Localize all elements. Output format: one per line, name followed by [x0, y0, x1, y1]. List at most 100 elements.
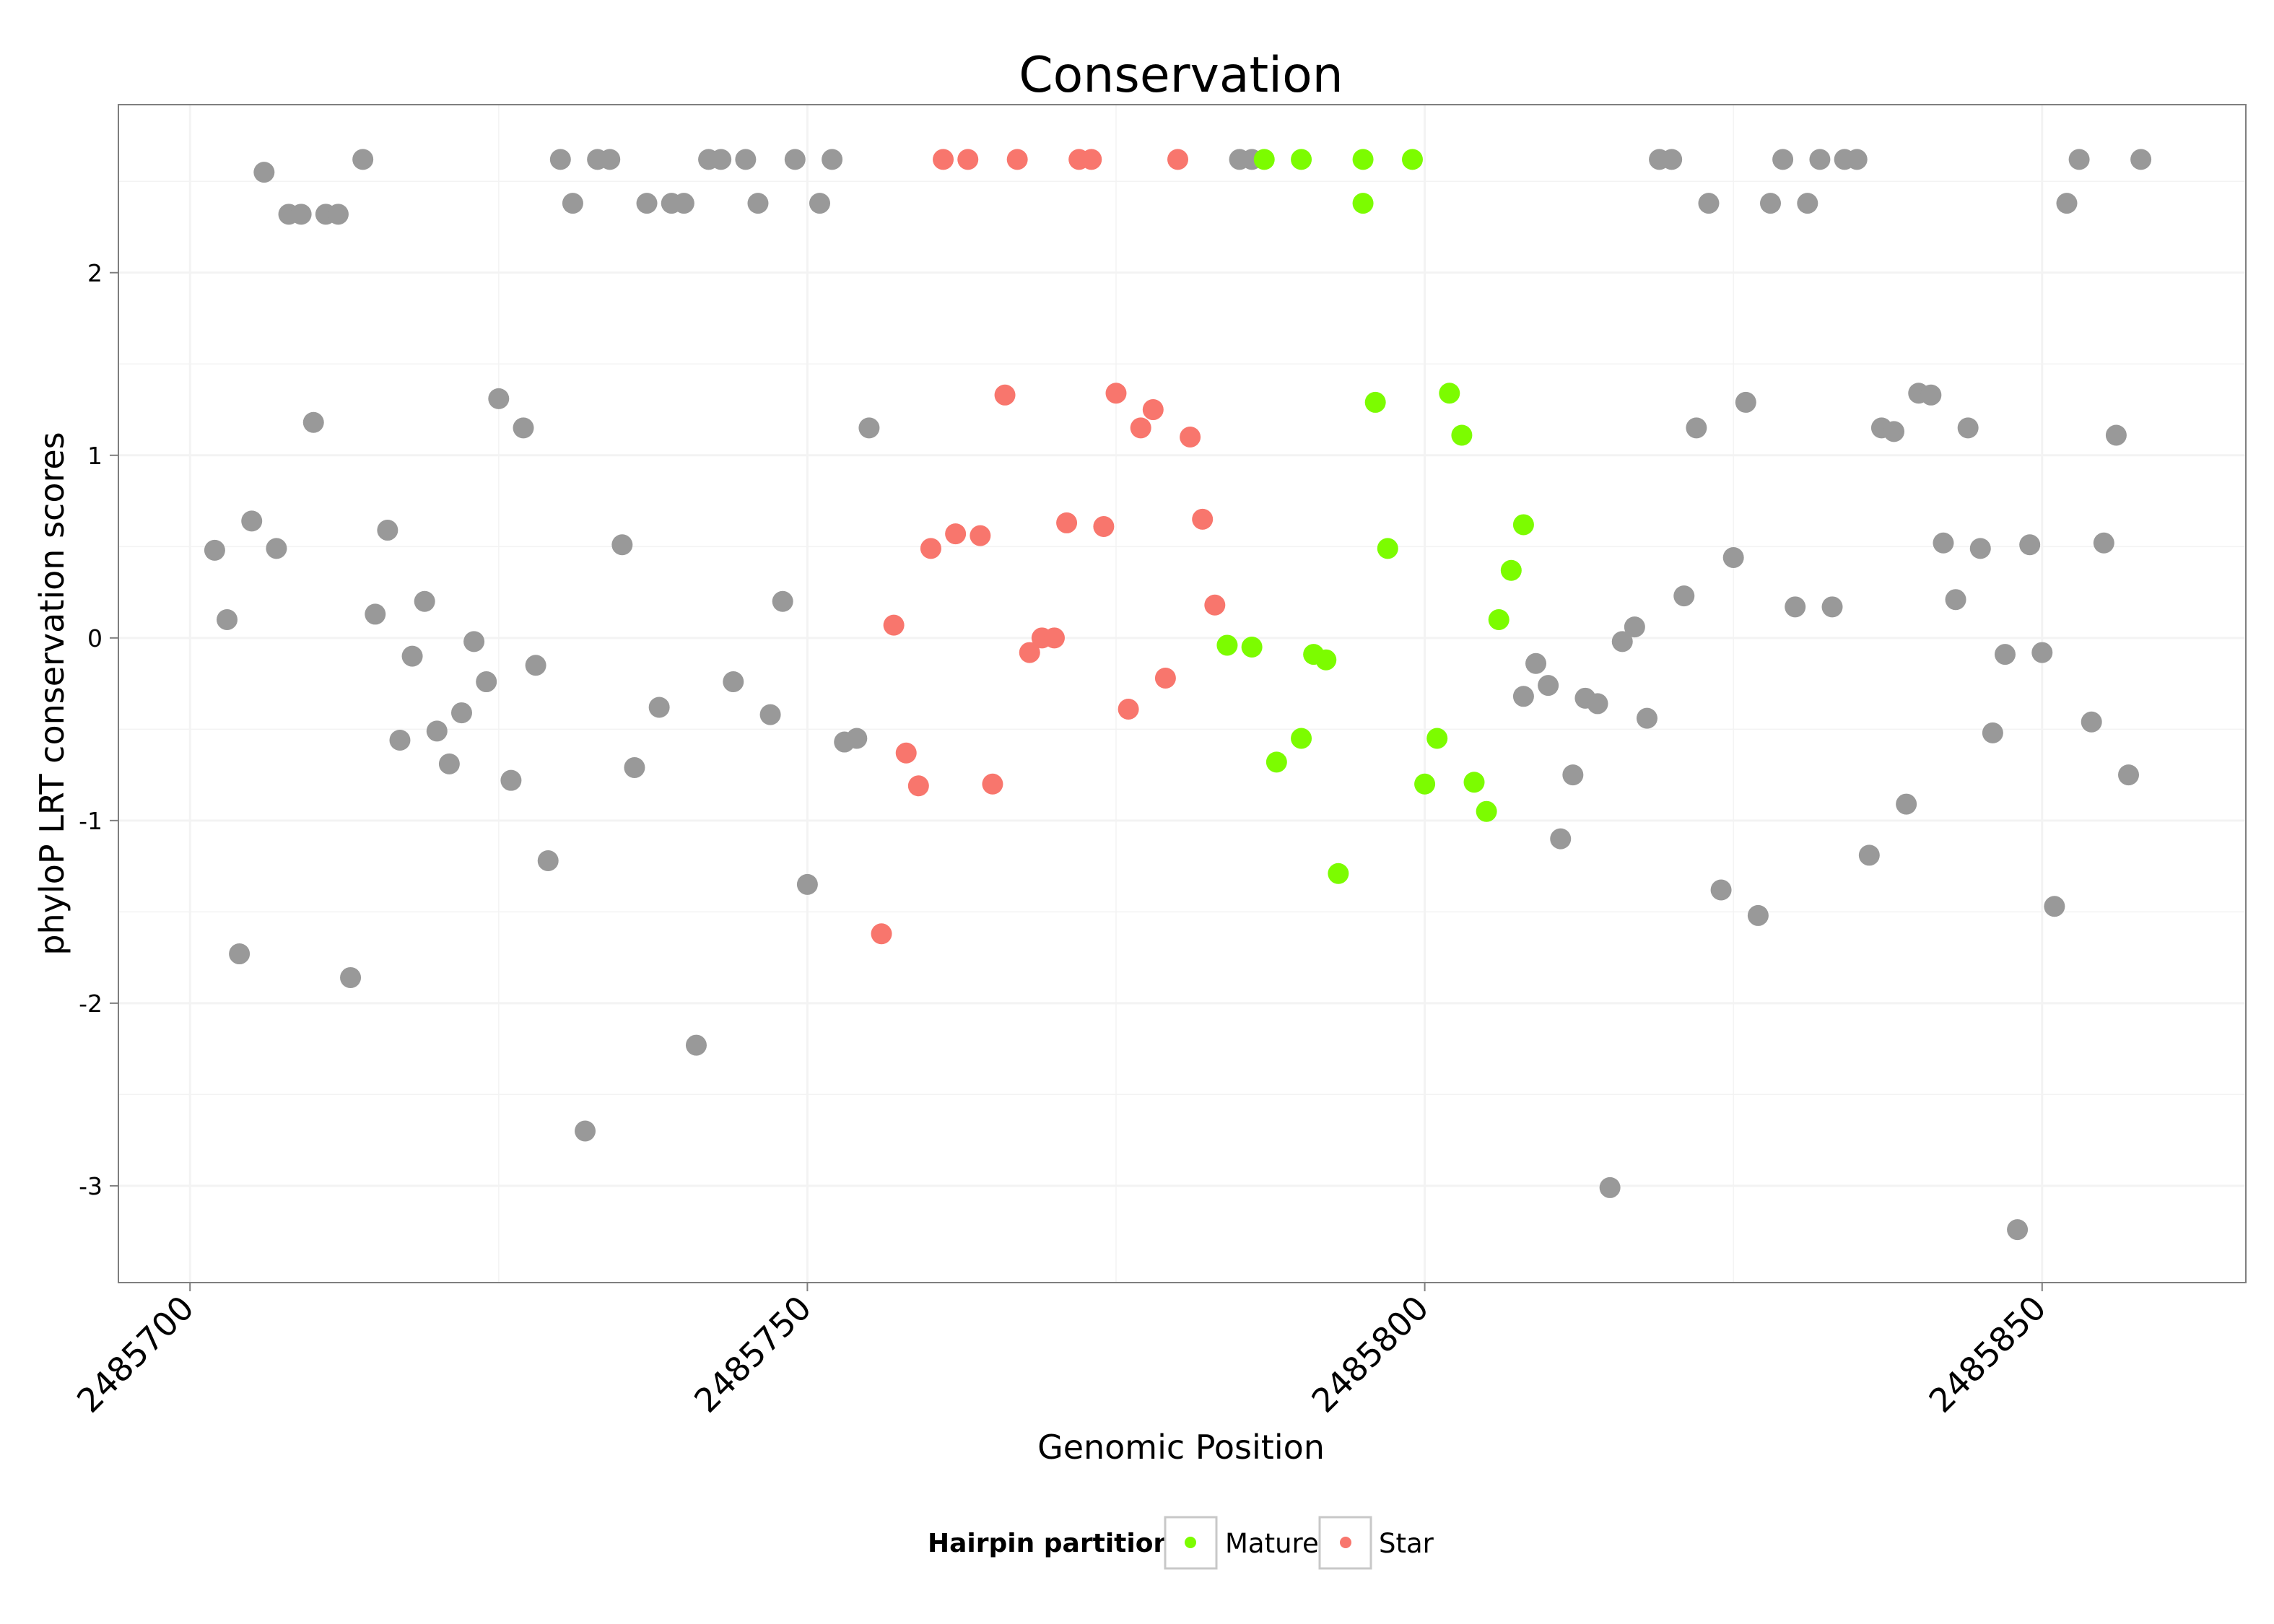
point-other — [327, 204, 349, 225]
point-mature — [1315, 649, 1337, 671]
point-star — [1204, 594, 1226, 616]
point-star — [1130, 417, 1151, 439]
point-other — [784, 149, 806, 170]
y-axis-label: phyloP LRT conservation scores — [32, 432, 71, 955]
point-other — [1611, 631, 1633, 652]
point-mature — [1241, 636, 1263, 658]
point-mature — [1364, 391, 1386, 413]
point-other — [822, 149, 843, 170]
point-other — [1661, 149, 1683, 170]
point-other — [365, 603, 386, 625]
point-other — [1957, 417, 1979, 439]
point-mature — [1216, 634, 1238, 656]
point-star — [907, 775, 929, 797]
point-other — [1760, 193, 1782, 214]
point-other — [1969, 538, 1991, 559]
point-other — [2044, 896, 2065, 917]
point-star — [1142, 399, 1164, 421]
grid-layer — [118, 105, 2246, 1283]
point-other — [2031, 642, 2053, 663]
legend-label-mature: Mature — [1225, 1528, 1319, 1559]
point-other — [575, 1120, 596, 1142]
point-mature — [1439, 383, 1460, 404]
point-other — [1624, 616, 1645, 638]
point-other — [352, 149, 374, 170]
y-tick-label: 2 — [87, 259, 103, 287]
point-other — [241, 510, 263, 532]
point-other — [549, 149, 571, 170]
legend: Hairpin partition Mature Star — [928, 1516, 1434, 1570]
x-tick-label: 2485750 — [687, 1288, 819, 1420]
point-other — [2105, 424, 2127, 446]
point-other — [1587, 693, 1608, 715]
chart-title: Conservation — [1019, 47, 1343, 104]
point-other — [809, 193, 831, 214]
point-mature — [1401, 149, 1423, 170]
x-tick-label: 2485850 — [1922, 1288, 2054, 1420]
point-other — [735, 149, 757, 170]
point-other — [2068, 149, 2090, 170]
y-tick-label: -3 — [79, 1172, 103, 1200]
point-other — [1735, 391, 1756, 413]
point-other — [759, 704, 781, 725]
point-other — [1896, 793, 1917, 815]
point-mature — [1463, 772, 1485, 793]
point-star — [1056, 512, 1078, 533]
point-star — [1105, 383, 1127, 404]
point-other — [1785, 596, 1806, 618]
point-other — [1710, 879, 1732, 901]
point-mature — [1451, 424, 1473, 446]
point-mature — [1488, 609, 1510, 631]
point-other — [624, 756, 645, 778]
point-other — [1797, 193, 1818, 214]
data-points — [204, 149, 2152, 1241]
point-mature — [1328, 863, 1349, 884]
point-other — [253, 162, 275, 183]
point-other — [1525, 652, 1547, 674]
point-star — [945, 523, 967, 545]
point-other — [796, 873, 818, 895]
y-tick-label: 1 — [87, 442, 103, 470]
point-star — [1019, 642, 1040, 663]
point-other — [2007, 1219, 2029, 1241]
y-axis: -3 -2 -1 0 1 2 — [79, 259, 118, 1200]
point-other — [2056, 193, 2078, 214]
point-star — [970, 525, 991, 546]
x-tick-label: 2485700 — [69, 1288, 201, 1420]
point-other — [401, 645, 423, 667]
point-other — [500, 769, 522, 791]
point-star — [1167, 149, 1189, 170]
point-other — [1512, 686, 1534, 707]
point-other — [229, 943, 251, 965]
plot-panel — [118, 104, 2247, 1283]
point-star — [883, 614, 905, 636]
point-other — [2130, 149, 2152, 170]
point-other — [611, 534, 633, 556]
point-star — [994, 384, 1016, 406]
point-other — [1982, 722, 2003, 743]
point-other — [1821, 596, 1843, 618]
point-star — [1093, 515, 1115, 537]
y-tick-label: -2 — [79, 990, 103, 1018]
point-other — [1550, 828, 1572, 850]
legend-label-star: Star — [1379, 1528, 1434, 1559]
y-tick-label: 0 — [87, 624, 103, 652]
point-star — [1081, 149, 1102, 170]
point-other — [1933, 532, 1954, 554]
point-other — [1698, 193, 1720, 214]
point-other — [426, 720, 448, 742]
point-star — [920, 538, 941, 559]
point-other — [204, 539, 225, 561]
point-other — [302, 411, 324, 433]
point-other — [1846, 149, 1868, 170]
point-mature — [1476, 800, 1497, 822]
point-other — [1994, 644, 2016, 665]
point-mature — [1253, 149, 1275, 170]
x-axis-label: Genomic Position — [1037, 1428, 1325, 1467]
point-star — [957, 149, 979, 170]
point-other — [513, 417, 534, 439]
point-other — [525, 655, 546, 676]
point-other — [450, 702, 472, 724]
point-mature — [1426, 728, 1448, 749]
